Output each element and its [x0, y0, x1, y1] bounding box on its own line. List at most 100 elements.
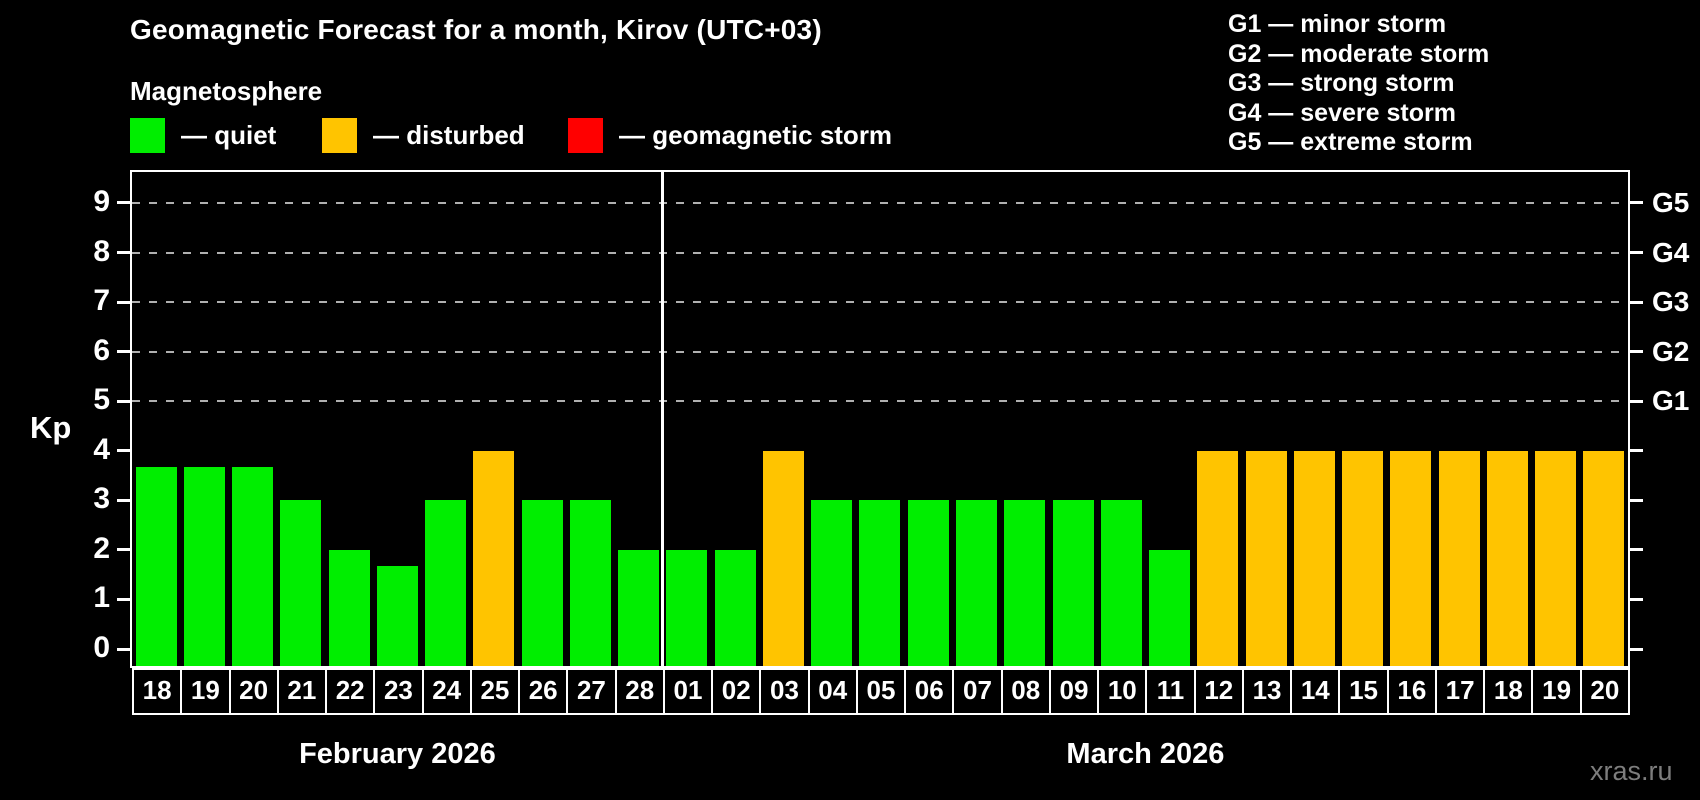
y-tick-right-0	[1630, 647, 1643, 651]
y-tick-right-8	[1630, 251, 1643, 255]
date-label-mar-01: 01	[662, 668, 714, 715]
kp-bar-feb-27	[569, 500, 611, 666]
g-axis-label-G1: G1	[1652, 385, 1690, 417]
y-tick-label-2: 2	[93, 531, 110, 565]
y-tick-right-1	[1630, 597, 1643, 601]
kp-bar-mar-19	[1535, 450, 1577, 666]
y-tick-left-5	[117, 399, 130, 403]
quiet-color-swatch	[130, 117, 165, 153]
kp-bar-feb-25	[473, 450, 515, 666]
kp-bar-mar-08	[1004, 500, 1046, 666]
y-tick-label-0: 0	[93, 631, 110, 664]
kp-bar-mar-17	[1438, 450, 1480, 666]
watermark: xras.ru	[1590, 756, 1673, 786]
date-axis: 18 19 20 21 22 23 24 25 26 27 28 01 02 03 04 05 06 07 08 09…	[132, 668, 1630, 715]
date-label-mar-11: 11	[1145, 668, 1196, 715]
y-tick-right-6	[1630, 350, 1643, 354]
kp-bar-feb-24	[425, 500, 467, 666]
y-tick-label-8: 8	[93, 234, 110, 268]
kp-bar-mar-14	[1293, 450, 1335, 666]
legend-item-disturbed: — disturbed	[322, 116, 525, 154]
kp-bar-mar-15	[1342, 450, 1384, 666]
kp-bar-feb-19	[183, 467, 225, 666]
g-axis-label-G5: G5	[1652, 186, 1690, 218]
date-label-mar-20: 20	[1579, 668, 1630, 715]
y-tick-label-9: 9	[93, 184, 110, 218]
g-legend-code: G1	[1228, 10, 1262, 38]
g-legend-code: G2	[1228, 39, 1262, 68]
kp-bar-mar-12	[1197, 450, 1239, 666]
kp-bar-mar-11	[1149, 549, 1191, 666]
date-label-mar-04: 04	[807, 668, 858, 715]
y-tick-left-8	[117, 251, 130, 255]
date-label-mar-06: 06	[904, 668, 955, 715]
kp-bar-mar-02	[714, 549, 756, 666]
kp-bar-feb-28	[618, 549, 660, 666]
g-scale-legend: G1 — minor storm G2 — moderate storm G3 — …	[1228, 10, 1489, 158]
date-label-feb-27: 27	[566, 668, 617, 715]
date-label-feb-24: 24	[421, 668, 472, 715]
y-tick-right-9	[1630, 201, 1643, 205]
g-axis-label-G2: G2	[1652, 335, 1690, 367]
gridline-kp-6	[132, 350, 1628, 353]
date-label-feb-23: 23	[373, 668, 424, 715]
g-legend-desc: minor storm	[1300, 10, 1447, 38]
kp-bar-mar-05	[859, 500, 901, 666]
date-label-mar-14: 14	[1290, 668, 1341, 715]
date-label-feb-22: 22	[325, 668, 376, 715]
gridline-kp-5	[132, 400, 1628, 403]
legend-item-quiet: — quiet	[130, 116, 276, 154]
month-label-mar: March 2026	[1066, 738, 1225, 770]
magnetosphere-label: Magnetosphere	[130, 76, 323, 106]
kp-bar-feb-21	[280, 500, 322, 666]
date-label-mar-10: 10	[1097, 668, 1148, 715]
g-legend-code: G3	[1228, 69, 1262, 98]
kp-bar-mar-13	[1245, 450, 1287, 666]
kp-bar-feb-26	[521, 500, 563, 666]
y-tick-label-1: 1	[93, 581, 110, 615]
disturbed-color-swatch	[322, 117, 357, 153]
g-legend-row-G1: G1 — minor storm	[1228, 10, 1447, 38]
month-divider-line	[661, 172, 665, 666]
kp-bar-mar-01	[666, 549, 708, 666]
date-label-mar-05: 05	[855, 668, 907, 715]
kp-bar-mar-18	[1486, 450, 1528, 666]
y-tick-left-9	[117, 201, 130, 205]
date-label-feb-28: 28	[614, 668, 665, 715]
date-label-mar-16: 16	[1386, 668, 1437, 715]
storm-color-swatch	[568, 117, 603, 153]
date-label-feb-21: 21	[276, 668, 328, 715]
g-legend-desc: extreme storm	[1300, 128, 1473, 157]
date-label-mar-12: 12	[1193, 668, 1244, 715]
date-label-feb-18: 18	[132, 668, 183, 715]
date-label-mar-09: 09	[1048, 668, 1100, 715]
kp-bar-feb-18	[135, 467, 177, 666]
y-tick-right-5	[1630, 399, 1643, 403]
kp-bar-mar-06	[907, 500, 949, 666]
y-tick-label-6: 6	[93, 333, 110, 367]
g-legend-row-G2: G2 — moderate storm	[1228, 39, 1490, 68]
date-label-mar-08: 08	[1000, 668, 1051, 715]
y-tick-left-2	[117, 548, 130, 552]
y-tick-label-7: 7	[93, 284, 110, 318]
date-label-mar-17: 17	[1434, 668, 1486, 715]
date-label-feb-26: 26	[518, 668, 569, 715]
date-label-mar-03: 03	[759, 668, 810, 715]
chart-title: Geomagnetic Forecast for a month, Kirov …	[130, 14, 822, 45]
y-tick-right-4	[1630, 449, 1643, 453]
kp-bar-mar-03	[762, 450, 804, 666]
y-tick-right-3	[1630, 498, 1643, 502]
gridline-kp-7	[132, 301, 1628, 304]
date-label-mar-18: 18	[1483, 668, 1534, 715]
kp-bar-mar-07	[955, 500, 997, 666]
kp-bar-mar-20	[1583, 450, 1625, 666]
y-tick-left-6	[117, 350, 130, 354]
month-label-feb: February 2026	[299, 738, 496, 770]
g-legend-desc: moderate storm	[1300, 39, 1490, 68]
kp-bar-mar-04	[811, 500, 853, 666]
g-legend-row-G3: G3 — strong storm	[1228, 69, 1455, 98]
g-legend-row-G4: G4 — severe storm	[1228, 98, 1456, 127]
y-tick-label-4: 4	[93, 432, 110, 466]
y-tick-right-7	[1630, 300, 1643, 304]
